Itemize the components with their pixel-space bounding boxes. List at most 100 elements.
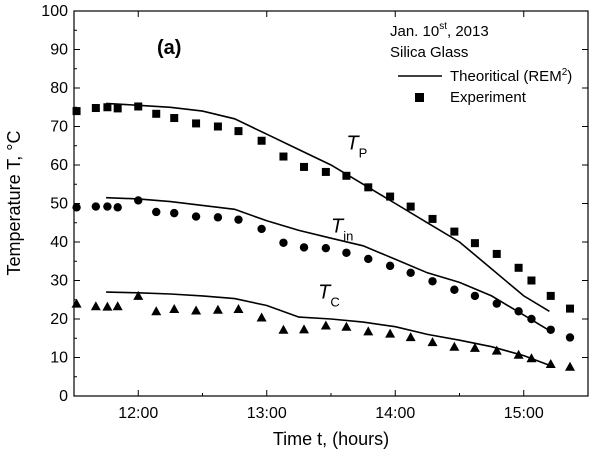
data-point <box>546 291 555 300</box>
data-point <box>364 254 373 264</box>
data-point <box>72 107 81 116</box>
legend: Theoritical (REM2) Experiment <box>398 67 572 106</box>
y-tick-label: 20 <box>50 311 68 328</box>
x-tick-label: 12:00 <box>118 405 158 422</box>
data-point <box>565 333 575 342</box>
theory-line <box>106 196 550 332</box>
legend-square-swatch <box>415 93 424 102</box>
data-point <box>113 203 122 212</box>
data-point <box>256 312 267 322</box>
data-point <box>363 326 374 336</box>
data-point <box>427 337 438 347</box>
data-point <box>470 291 480 301</box>
data-point <box>449 341 460 351</box>
data-point <box>278 324 289 334</box>
data-point <box>428 214 437 223</box>
data-point <box>514 307 523 316</box>
data-point <box>113 104 122 113</box>
y-tick-label: 10 <box>50 350 68 367</box>
material-annotation: Silica Glass <box>390 44 468 61</box>
y-tick-label: 90 <box>50 42 68 59</box>
data-point <box>470 239 479 248</box>
data-point <box>133 290 144 300</box>
data-point <box>213 213 223 222</box>
data-point <box>234 127 243 136</box>
data-point <box>405 332 416 342</box>
series-label: Tin <box>331 215 353 243</box>
x-axis-title: Time t, (hours) <box>273 429 389 449</box>
data-point <box>112 301 123 311</box>
data-point <box>321 243 331 253</box>
y-tick-label: 80 <box>50 80 68 97</box>
data-point <box>341 321 352 331</box>
theory-line <box>106 291 550 366</box>
data-point <box>342 171 351 180</box>
y-tick-label: 70 <box>50 119 68 136</box>
data-point <box>169 303 180 313</box>
data-point <box>492 299 501 308</box>
data-point <box>233 303 244 313</box>
data-point <box>514 263 523 272</box>
data-point <box>103 202 112 211</box>
x-tick-label: 15:00 <box>504 405 544 422</box>
data-point <box>192 119 201 128</box>
data-point <box>91 202 101 211</box>
data-point <box>103 103 112 112</box>
data-point <box>152 207 161 217</box>
data-point <box>364 183 373 192</box>
data-point <box>257 136 266 145</box>
data-point <box>450 285 459 294</box>
data-point <box>170 208 179 218</box>
axis-ticks: 0 10 20 30 40 50 60 70 80 90 100 12:00 13:00 14:00 15:… <box>41 3 589 422</box>
data-point <box>90 301 101 311</box>
data-point <box>385 261 395 271</box>
y-tick-label: 60 <box>50 157 68 174</box>
legend-experiment-label: Experiment <box>450 89 527 106</box>
data-point <box>527 276 536 285</box>
data-point <box>545 359 556 369</box>
data-point <box>170 114 179 123</box>
data-point <box>191 305 202 315</box>
data-point <box>257 224 266 234</box>
data-point <box>212 304 223 314</box>
x-tick-label: 14:00 <box>375 405 415 422</box>
y-tick-label: 0 <box>59 388 68 405</box>
series-layer: TP Tin TC <box>71 102 576 371</box>
date-annotation: Jan. 10st, 2013 <box>390 21 489 40</box>
data-point <box>151 306 162 316</box>
y-tick-label: 50 <box>50 196 68 213</box>
data-point <box>213 122 222 131</box>
data-point <box>279 152 288 161</box>
data-point <box>152 109 161 118</box>
data-point <box>492 249 501 258</box>
y-tick-label: 100 <box>41 3 68 20</box>
data-point <box>386 192 395 201</box>
data-point <box>102 301 113 311</box>
data-point <box>526 353 537 363</box>
data-point <box>234 215 243 224</box>
data-point <box>72 203 81 212</box>
data-point <box>191 212 201 221</box>
x-tick-label: 13:00 <box>247 405 287 422</box>
series-label: TP <box>346 133 367 161</box>
data-point <box>321 167 330 176</box>
series-label: TC <box>318 282 340 310</box>
data-point <box>406 268 415 277</box>
data-point <box>450 227 459 236</box>
y-tick-label: 40 <box>50 234 68 251</box>
data-point <box>469 342 480 352</box>
y-tick-label: 30 <box>50 273 68 290</box>
data-point <box>279 238 288 247</box>
data-point <box>566 304 575 313</box>
series-in: Tin <box>72 196 575 342</box>
data-point <box>491 345 502 355</box>
data-point <box>385 328 396 338</box>
data-point <box>565 361 576 371</box>
data-point <box>71 298 82 308</box>
data-point <box>134 102 143 111</box>
data-point <box>546 325 555 334</box>
data-point <box>134 196 143 205</box>
series-C: TC <box>71 282 576 371</box>
data-point <box>299 243 309 252</box>
